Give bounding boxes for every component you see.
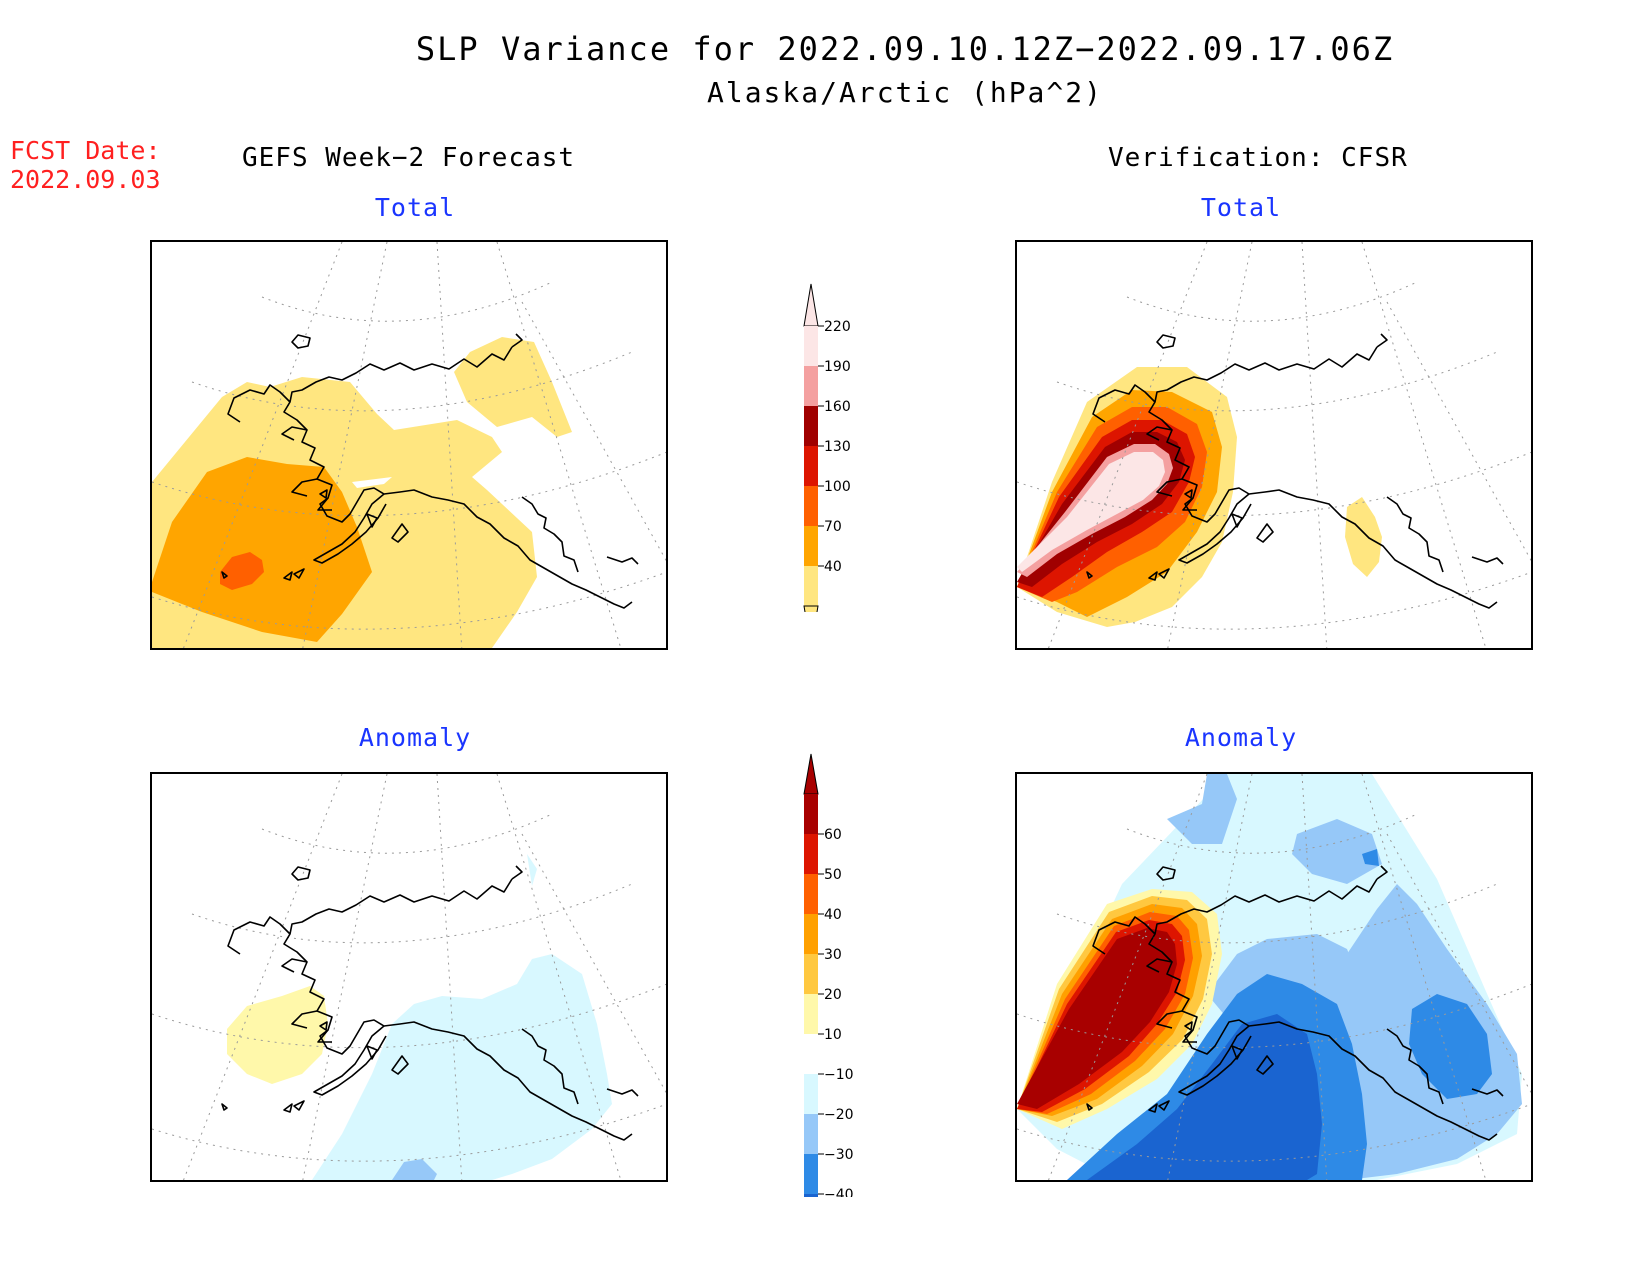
left-column-title: GEFS Week−2 Forecast	[242, 143, 576, 173]
colorbar-tick-label: 30	[824, 947, 842, 963]
colorbar-tick-label: 160	[824, 399, 851, 415]
figure-title: SLP Variance for 2022.09.10.12Z−2022.09.…	[415, 30, 1395, 68]
colorbar-swatch	[804, 1154, 818, 1194]
right-column-title: Verification: CFSR	[1108, 143, 1408, 173]
colorbar-swatch	[804, 566, 818, 606]
colorbar-tick-label: −30	[824, 1147, 854, 1163]
colorbar-anomaly-graphic: −40 −30 −20 −10 10 20 30 40 50 60	[803, 753, 854, 1275]
colorbar-tick-label: 100	[824, 479, 851, 495]
colorbar-swatch	[804, 326, 818, 366]
colorbar-tick-label: 20	[824, 987, 842, 1003]
map-cfsr-anomaly	[1015, 772, 1533, 1182]
colorbar-tick-label: 40	[824, 907, 842, 923]
colorbar-swatch	[804, 526, 818, 566]
colorbar-lower-extension	[803, 605, 819, 649]
colorbar-tick-label: 130	[824, 439, 851, 455]
colorbar-tick-label: 60	[824, 827, 842, 843]
colorbar-tick-label: 70	[824, 519, 842, 535]
map-gefs-anomaly	[150, 772, 668, 1182]
colorbar-swatch	[804, 1194, 818, 1234]
colorbar-swatch	[804, 994, 818, 1034]
colorbar-swatch	[804, 1074, 818, 1114]
colorbar-swatch	[804, 954, 818, 994]
forecast-date-block: FCST Date: 2022.09.03	[10, 136, 161, 194]
colorbar-tick-label: 190	[824, 359, 851, 375]
colorbar-swatch	[804, 1034, 818, 1074]
forecast-date-label: FCST Date:	[10, 136, 161, 165]
colorbar-upper-extension	[803, 753, 819, 795]
colorbar-total-graphic: 40 70 100 130 160 190 220	[803, 283, 851, 649]
colorbar-total: 40 70 100 130 160 190 220	[796, 282, 866, 649]
panel-title-top-right: Total	[1200, 193, 1282, 222]
colorbar-swatch	[804, 794, 818, 834]
colorbar-swatch	[804, 446, 818, 486]
colorbar-tick-label: 40	[824, 559, 842, 575]
colorbar-swatch	[804, 486, 818, 526]
colorbar-tick-label: −40	[824, 1187, 854, 1197]
colorbar-tick-label: 50	[824, 867, 842, 883]
colorbar-anomaly: −40 −30 −20 −10 10 20 30 40 50 60	[796, 752, 866, 1275]
colorbar-swatch	[804, 834, 818, 874]
colorbar-tick-label: −10	[824, 1067, 854, 1083]
map-cfsr-total	[1015, 240, 1533, 650]
colorbar-swatch	[804, 1114, 818, 1154]
figure-subtitle: Alaska/Arctic (hPa^2)	[706, 76, 1103, 109]
forecast-date-value: 2022.09.03	[10, 165, 161, 194]
colorbar-upper-extension	[803, 283, 819, 327]
panel-title-top-left: Total	[374, 193, 456, 222]
colorbar-tick-label: 10	[824, 1027, 842, 1043]
colorbar-tick-label: 220	[824, 319, 851, 335]
panel-title-bottom-left: Anomaly	[358, 723, 472, 752]
colorbar-swatch	[804, 366, 818, 406]
map-gefs-total	[150, 240, 668, 650]
colorbar-tick-label: −20	[824, 1107, 854, 1123]
panel-title-bottom-right: Anomaly	[1184, 723, 1298, 752]
colorbar-swatch	[804, 406, 818, 446]
colorbar-swatch	[804, 874, 818, 914]
colorbar-swatch	[804, 914, 818, 954]
